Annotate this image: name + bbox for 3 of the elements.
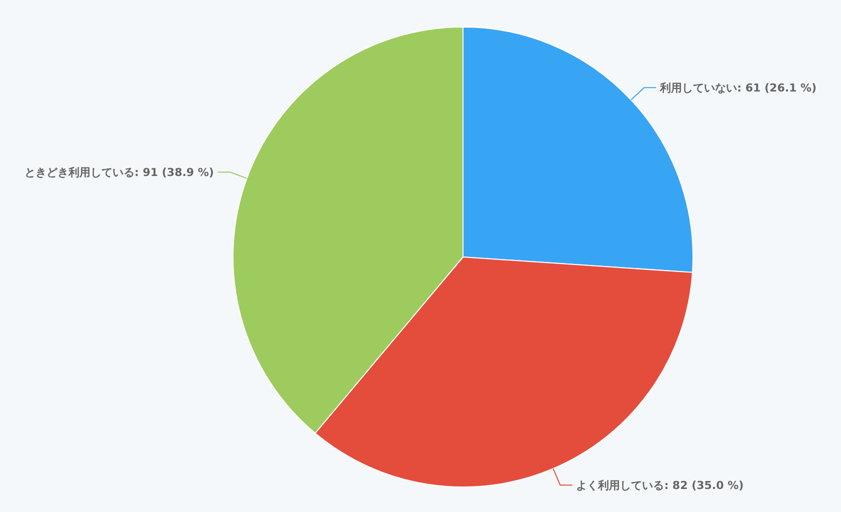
slice-label: 利用していない: 61 (26.1 %): [659, 82, 817, 95]
slice-label: よく利用している: 82 (35.0 %): [576, 479, 744, 492]
slice-label: ときどき利用している: 91 (38.9 %): [24, 166, 214, 180]
